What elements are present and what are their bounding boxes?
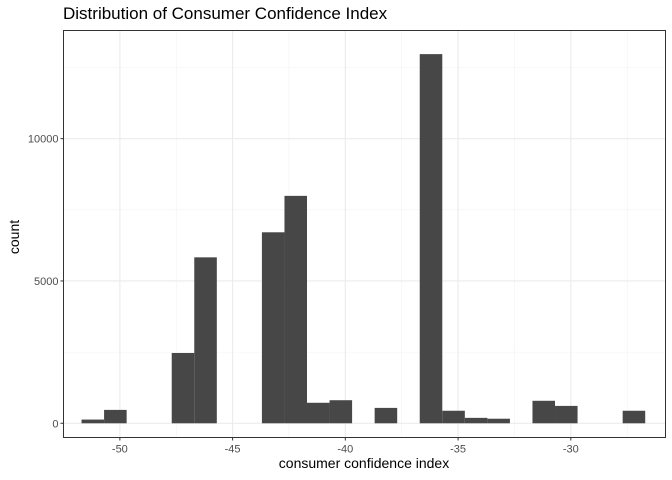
x-tick-label: -30 xyxy=(563,444,579,456)
x-tick-label: -50 xyxy=(112,444,128,456)
histogram-bar xyxy=(622,410,646,424)
chart-title: Distribution of Consumer Confidence Inde… xyxy=(63,4,388,23)
y-tick-label: 0 xyxy=(52,418,58,430)
y-axis-ticks: 0 5000 10000 xyxy=(28,134,64,430)
x-tick-label: -45 xyxy=(225,444,241,456)
histogram-bar xyxy=(329,400,353,424)
histogram-bar xyxy=(532,400,556,424)
major-gridlines xyxy=(63,30,666,438)
histogram-bar xyxy=(104,409,127,424)
histogram-bar xyxy=(307,402,330,424)
histogram-bar xyxy=(261,232,285,424)
plot-panel xyxy=(63,30,666,438)
x-tick-label: -35 xyxy=(450,444,466,456)
x-tick-label: -40 xyxy=(337,444,353,456)
histogram-bar xyxy=(464,417,488,424)
histogram-bar xyxy=(171,352,195,424)
histogram-bar xyxy=(555,405,578,424)
histogram-bar xyxy=(374,407,398,424)
histogram-bar xyxy=(284,195,308,424)
histogram-bar xyxy=(487,418,510,424)
y-tick-label: 10000 xyxy=(28,134,59,146)
x-axis-ticks: -50 -45 -40 -35 -30 xyxy=(112,437,579,456)
plot-panel-border xyxy=(63,30,666,438)
histogram-bar xyxy=(81,419,105,424)
histogram-bars xyxy=(81,54,646,424)
y-tick-label: 5000 xyxy=(34,276,58,288)
histogram-bar xyxy=(194,257,217,424)
histogram-bar xyxy=(419,54,443,424)
histogram-bar xyxy=(442,410,465,424)
x-axis-title: consumer confidence index xyxy=(278,455,450,471)
